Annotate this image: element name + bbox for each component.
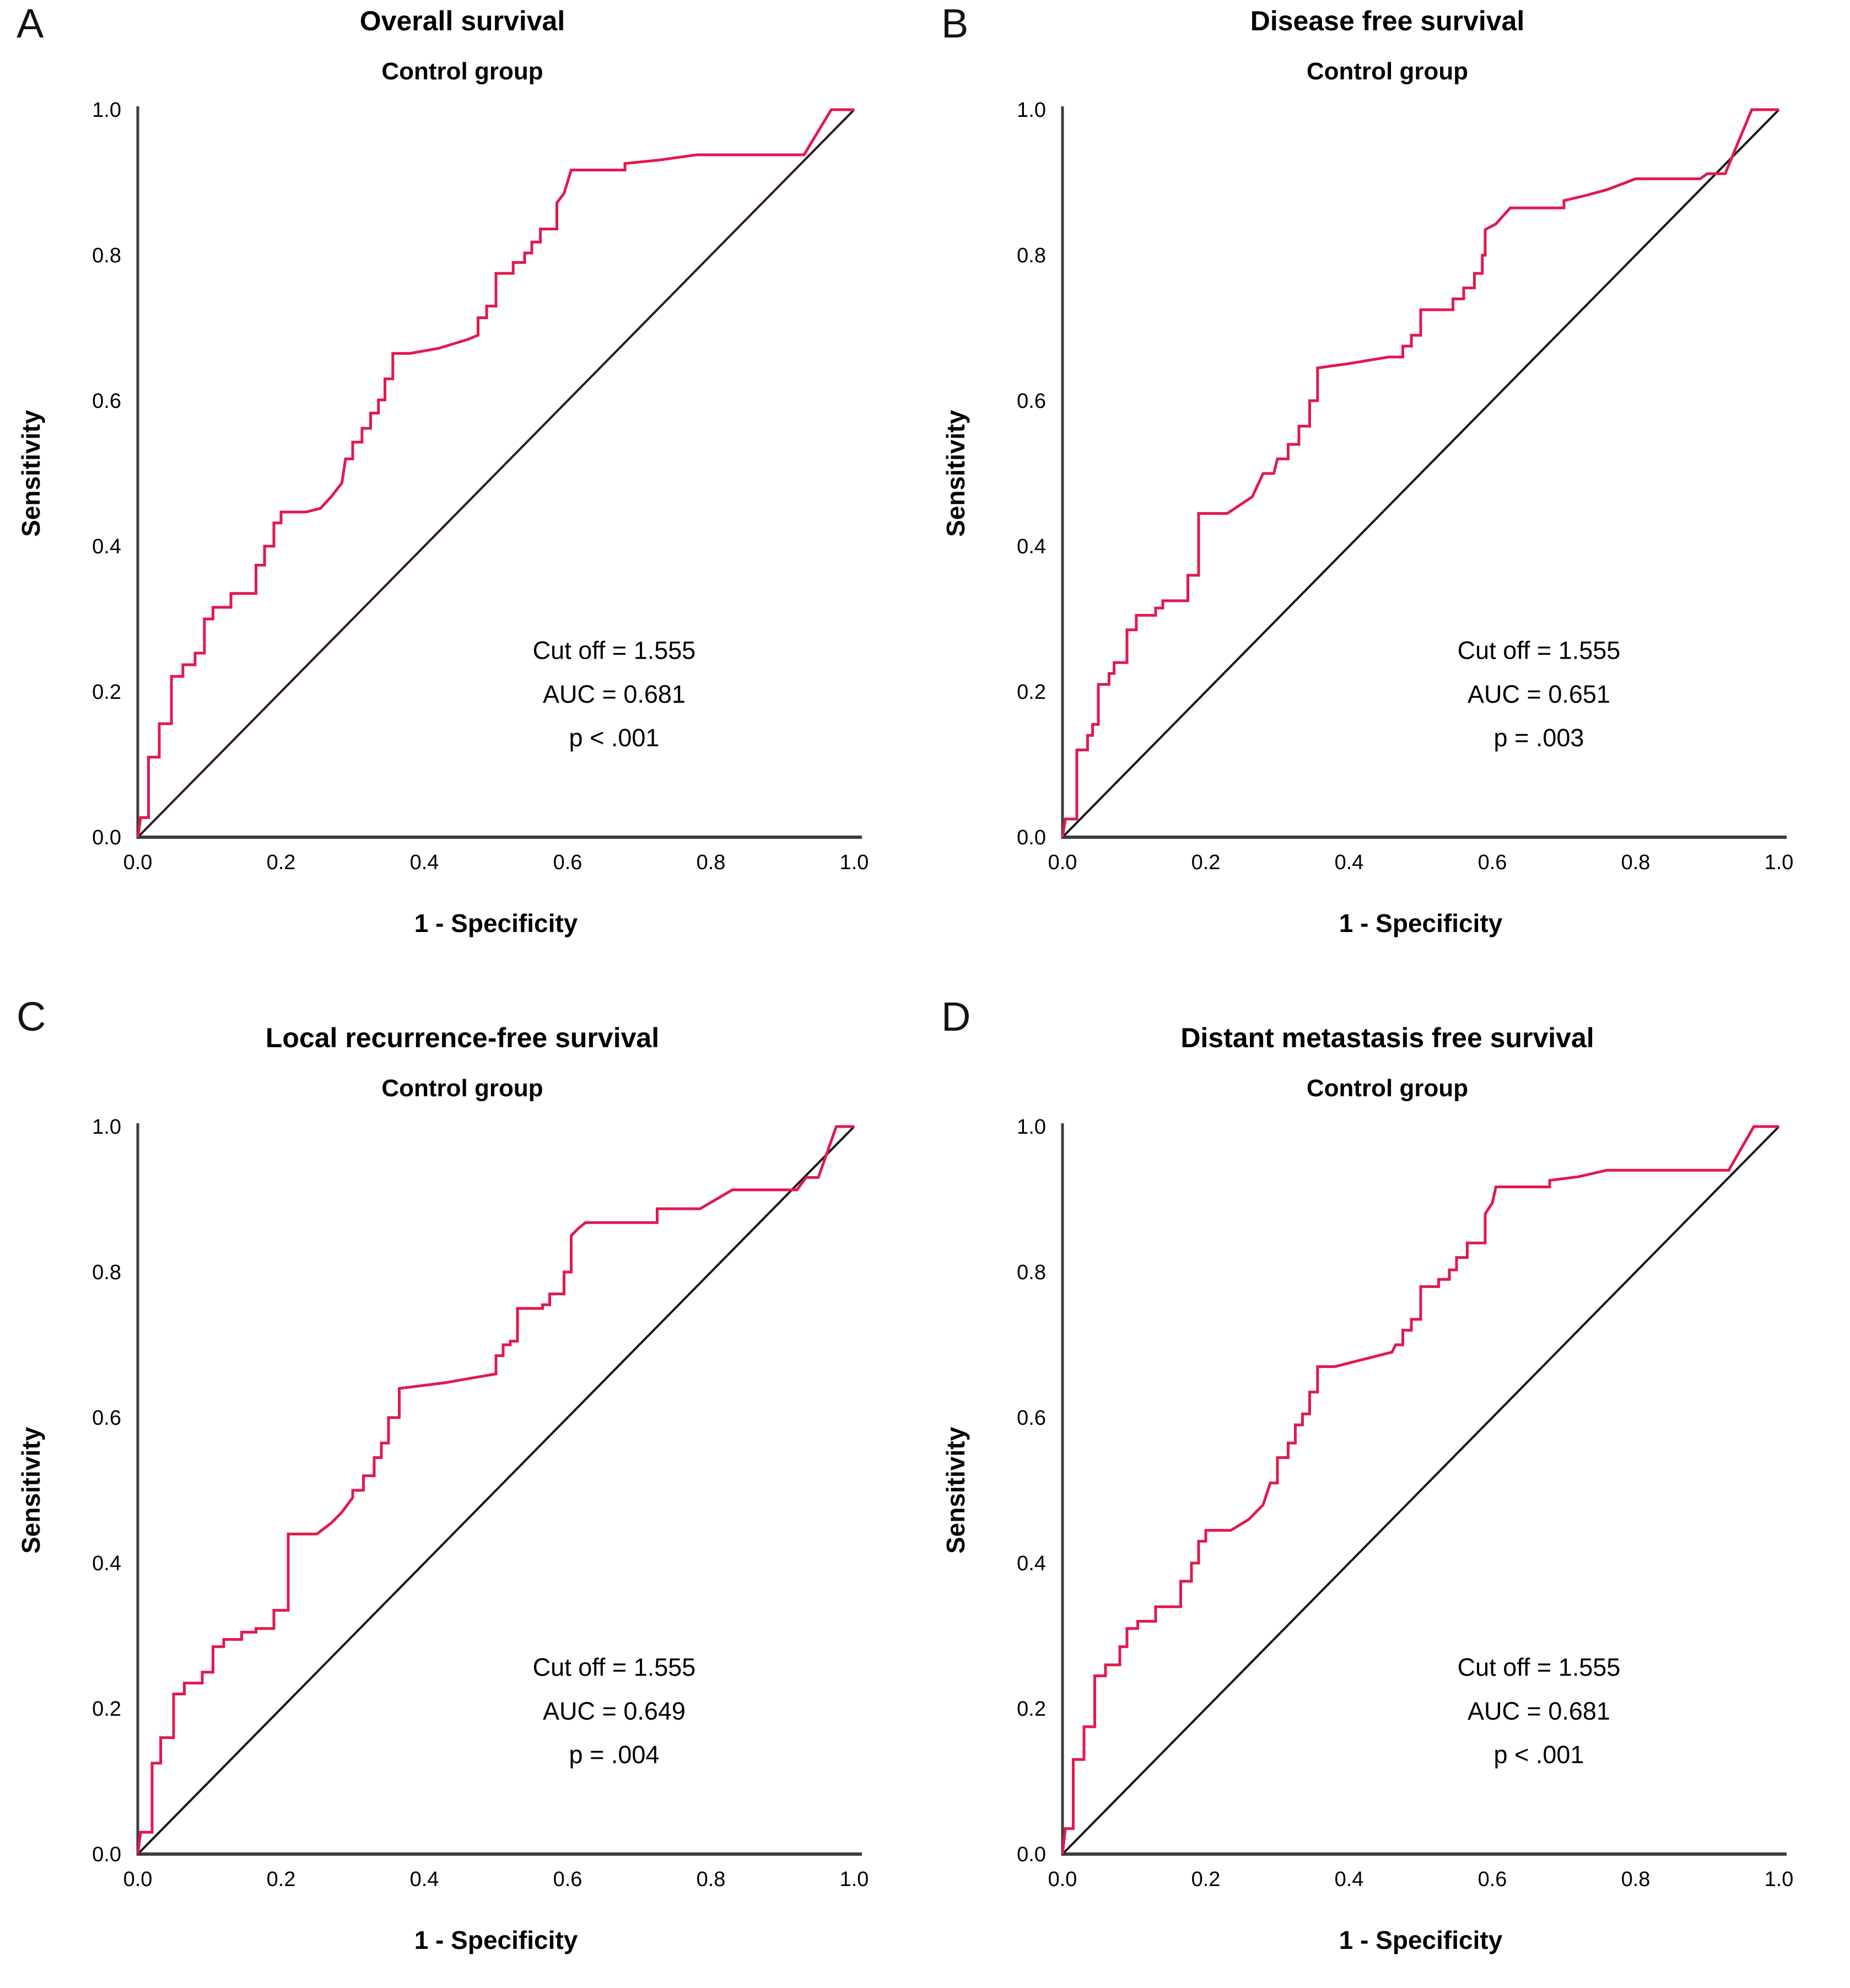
y-axis-title: Sensitivity: [17, 1426, 45, 1554]
y-tick-label: 1.0: [92, 99, 121, 122]
x-tick-label: 0.0: [1048, 851, 1077, 874]
y-tick-label: 0.0: [92, 826, 121, 849]
x-tick-label: 0.2: [1191, 1868, 1221, 1891]
x-tick-label: 0.4: [1335, 851, 1364, 874]
annotation-line: AUC = 0.681: [543, 680, 686, 708]
y-tick-label: 0.6: [1017, 1407, 1046, 1430]
x-tick-label: 0.6: [1478, 851, 1507, 874]
annotation-line: AUC = 0.649: [543, 1697, 686, 1725]
x-tick-label: 0.8: [697, 1868, 726, 1891]
x-tick-label: 0.2: [1191, 851, 1221, 874]
x-tick-label: 0.0: [123, 851, 153, 874]
x-tick-label: 0.8: [1621, 1868, 1651, 1891]
x-tick-label: 0.4: [410, 851, 439, 874]
y-tick-label: 0.6: [92, 1407, 121, 1430]
x-tick-label: 0.6: [553, 1868, 582, 1891]
x-tick-label: 0.6: [1478, 1868, 1507, 1891]
x-tick-label: 0.0: [123, 1868, 153, 1891]
x-tick-label: 1.0: [840, 1868, 869, 1891]
panel-title: Local recurrence-free survival: [265, 1022, 660, 1053]
x-tick-label: 1.0: [1765, 1868, 1794, 1891]
x-axis-title: 1 - Specificity: [414, 909, 578, 938]
y-tick-label: 0.8: [92, 244, 121, 267]
reference-line: [137, 1125, 855, 1855]
panel-overall-survival: A Overall survival Control group 0.0 0.2 0…: [0, 0, 925, 992]
panel-local-recurrence-free-survival: C Local recurrence-free survival Control…: [0, 992, 925, 1988]
x-tick-label: 0.4: [410, 1868, 439, 1891]
panel-title: Overall survival: [359, 6, 565, 36]
panel-letter: C: [17, 994, 46, 1039]
y-tick-label: 0.2: [1017, 1698, 1046, 1721]
panel-letter: B: [941, 1, 969, 46]
panel-disease-free-survival: B Disease free survival Control group 0.…: [925, 0, 1850, 992]
roc-chart: 0.0 0.2 0.4 0.6 0.8 1.0 0.0 0.2 0.4 0.6 0.8 1.0 1 - …: [941, 1116, 1794, 1954]
x-tick-label: 1.0: [840, 851, 869, 874]
y-tick-label: 0.2: [92, 681, 121, 704]
annotation-line: p < .001: [569, 724, 660, 752]
y-tick-label: 0.2: [1017, 681, 1046, 704]
x-tick-label: 0.0: [1048, 1868, 1077, 1891]
roc-chart: 0.0 0.2 0.4 0.6 0.8 1.0 0.0 0.2 0.4 0.6 0.8 1.0 1 - …: [941, 99, 1794, 938]
y-tick-label: 0.4: [1017, 535, 1046, 558]
annotation-line: p = .003: [1494, 724, 1584, 752]
panel-subtitle: Control group: [381, 1074, 543, 1102]
x-tick-label: 0.2: [267, 1868, 296, 1891]
x-tick-label: 0.4: [1335, 1868, 1364, 1891]
panel-subtitle: Control group: [381, 57, 543, 85]
y-tick-label: 1.0: [1017, 99, 1046, 122]
panel-subtitle: Control group: [1306, 1074, 1469, 1102]
y-tick-label: 1.0: [1017, 1116, 1046, 1139]
x-tick-label: 0.8: [697, 851, 726, 874]
x-tick-label: 1.0: [1765, 851, 1794, 874]
y-tick-label: 0.0: [1017, 1843, 1046, 1866]
annotation-line: Cut off = 1.555: [533, 1653, 696, 1681]
y-tick-label: 0.4: [1017, 1552, 1046, 1575]
y-tick-label: 0.8: [92, 1261, 121, 1284]
y-tick-label: 0.6: [92, 390, 121, 413]
y-tick-label: 0.8: [1017, 244, 1046, 267]
annotation-line: p = .004: [569, 1741, 660, 1769]
roc-chart: 0.0 0.2 0.4 0.6 0.8 1.0 0.0 0.2 0.4 0.6 0.8 1.0 1 - …: [17, 1116, 869, 1954]
reference-line: [1061, 1125, 1780, 1855]
x-tick-label: 0.6: [553, 851, 582, 874]
y-tick-label: 0.0: [1017, 826, 1046, 849]
y-tick-label: 1.0: [92, 1116, 121, 1139]
annotation-line: Cut off = 1.555: [1458, 1653, 1621, 1681]
y-tick-label: 0.4: [92, 535, 121, 558]
roc-chart: 0.0 0.2 0.4 0.6 0.8 1.0 0.0 0.2 0.4 0.6 0.8 1.0 1 - …: [17, 99, 869, 938]
reference-line: [1061, 109, 1780, 838]
panel-title: Disease free survival: [1250, 6, 1525, 36]
x-axis-title: 1 - Specificity: [1339, 1926, 1503, 1954]
roc-curve: [1061, 108, 1779, 838]
x-axis-title: 1 - Specificity: [414, 1926, 578, 1954]
y-axis-title: Sensitivity: [17, 410, 45, 537]
roc-curve: [136, 108, 854, 838]
panel-distant-metastasis-free-survival: D Distant metastasis free survival Contr…: [925, 992, 1850, 1988]
y-tick-label: 0.4: [92, 1552, 121, 1575]
x-tick-label: 0.2: [267, 851, 296, 874]
y-tick-label: 0.8: [1017, 1261, 1046, 1284]
panel-title: Distant metastasis free survival: [1180, 1022, 1594, 1053]
y-tick-label: 0.0: [92, 1843, 121, 1866]
y-tick-label: 0.2: [92, 1698, 121, 1721]
y-axis-title: Sensitivity: [941, 410, 970, 537]
annotation-line: Cut off = 1.555: [533, 636, 696, 664]
roc-curve: [136, 1125, 854, 1855]
y-tick-label: 0.6: [1017, 390, 1046, 413]
annotation-line: Cut off = 1.555: [1458, 636, 1621, 664]
annotation-line: AUC = 0.681: [1468, 1697, 1610, 1725]
x-axis-title: 1 - Specificity: [1339, 909, 1503, 938]
annotation-line: AUC = 0.651: [1468, 680, 1610, 708]
roc-curve: [1061, 1125, 1779, 1855]
panel-subtitle: Control group: [1306, 57, 1469, 85]
panel-letter: D: [941, 994, 971, 1039]
annotation-line: p < .001: [1494, 1741, 1584, 1769]
panel-letter: A: [17, 1, 44, 46]
x-tick-label: 0.8: [1621, 851, 1651, 874]
reference-line: [137, 109, 855, 838]
y-axis-title: Sensitivity: [941, 1426, 970, 1554]
